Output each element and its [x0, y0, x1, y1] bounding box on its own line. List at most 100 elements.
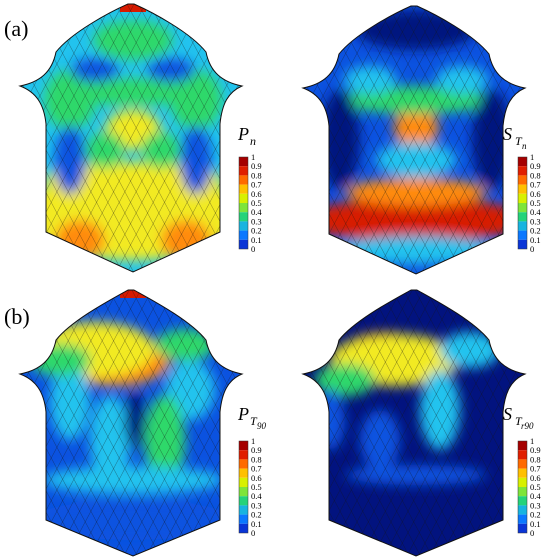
- colorbar-segment: [239, 212, 248, 222]
- colorbar-tick-label: 0.9: [251, 445, 262, 455]
- colorbar-segment: [239, 441, 248, 451]
- colorbar-frame: [238, 440, 249, 534]
- colorbar-segment: [518, 203, 527, 213]
- colorbar-segment: [239, 487, 248, 497]
- label-str90: S T r90: [503, 404, 534, 431]
- colorbar-segment: [239, 523, 248, 533]
- colorbar-segment: [239, 477, 248, 487]
- svg-text:T: T: [250, 414, 258, 428]
- colorbar-tick-label: 0.5: [251, 482, 262, 492]
- colorbar-tick-label: 0.1: [251, 235, 262, 245]
- svg-text:P: P: [237, 124, 249, 144]
- colorbar-tick-label: 0.6: [251, 189, 262, 199]
- colorbar-tick-label: 0.6: [530, 473, 541, 483]
- colorbar-segment: [518, 193, 527, 203]
- colorbar-tick-label: 0.7: [251, 180, 262, 190]
- panel-label-b: (b): [4, 304, 30, 329]
- colorbar-segment: [239, 175, 248, 185]
- colorbar-tick-label: 0.5: [530, 198, 541, 208]
- colorbar-segment: [518, 441, 527, 451]
- svg-text:n: n: [250, 134, 256, 148]
- colorbar-tick-label: 0.2: [530, 226, 541, 236]
- colorbar-segment: [239, 450, 248, 460]
- colorbar-str90: 10.90.80.70.60.50.40.30.20.10: [517, 436, 541, 538]
- colorbar-tick-label: 1: [530, 152, 534, 162]
- colorbar-segment: [518, 239, 527, 249]
- colorbar-tick-label: 0.4: [251, 491, 262, 501]
- svg-text:T: T: [515, 414, 523, 428]
- shell-plot-ptr90: [20, 290, 242, 556]
- colorbar-tick-label: 0.1: [530, 235, 541, 245]
- colorbar-segment: [239, 203, 248, 213]
- colorbar-segment: [518, 157, 527, 167]
- colorbar-frame: [238, 156, 249, 250]
- label-ptr90: P T 90: [237, 404, 267, 431]
- colorbar-segment: [518, 468, 527, 478]
- svg-text:90: 90: [257, 421, 267, 431]
- colorbar-tick-label: 0: [251, 244, 255, 254]
- colorbar-segment: [239, 459, 248, 469]
- colorbar-tick-label: 0.9: [530, 161, 541, 171]
- colorbar-tick-label: 0.9: [251, 161, 262, 171]
- colorbar-tick-label: 0.7: [530, 464, 541, 474]
- colorbar-segment: [518, 212, 527, 222]
- colorbar-tick-label: 0.5: [530, 482, 541, 492]
- colorbar-segment: [239, 514, 248, 524]
- colorbar-tick-label: 0.3: [251, 216, 262, 226]
- colorbar-frame: [517, 440, 528, 534]
- colorbar-tick-label: 0.3: [530, 500, 541, 510]
- colorbar-segment: [239, 230, 248, 240]
- colorbar-tick-label: 1: [251, 152, 255, 162]
- colorbar-tick-label: 0.9: [530, 445, 541, 455]
- colorbar-segment: [239, 166, 248, 176]
- colorbar-segment: [518, 514, 527, 524]
- colorbar-segment: [518, 166, 527, 176]
- svg-text:n: n: [522, 141, 527, 151]
- colorbar-segment: [239, 157, 248, 167]
- svg-text:S: S: [503, 404, 512, 424]
- colorbar-segment: [518, 459, 527, 469]
- colorbar-tick-label: 0.4: [530, 207, 541, 217]
- colorbar-tick-label: 0.7: [251, 464, 262, 474]
- panel-label-a: (a): [4, 16, 28, 41]
- colorbar-segment: [518, 450, 527, 460]
- svg-text:T: T: [515, 134, 523, 148]
- colorbar-segment: [518, 184, 527, 194]
- colorbar-tick-label: 0: [530, 244, 534, 254]
- colorbar-ptr90: 10.90.80.70.60.50.40.30.20.10: [238, 436, 262, 538]
- colorbar-segment: [518, 505, 527, 515]
- colorbar-segment: [518, 477, 527, 487]
- colorbar-tick-label: 0.6: [530, 189, 541, 199]
- colorbar-tick-label: 0.2: [251, 226, 262, 236]
- colorbar-pn: 10.90.80.70.60.50.40.30.20.10: [238, 152, 262, 254]
- colorbar-segment: [518, 221, 527, 231]
- colorbar-segment: [239, 239, 248, 249]
- colorbar-segment: [239, 184, 248, 194]
- svg-text:P: P: [237, 404, 249, 424]
- colorbar-tick-label: 0.8: [251, 170, 262, 180]
- colorbar-frame: [517, 156, 528, 250]
- colorbar-tick-label: 0.8: [530, 170, 541, 180]
- colorbar-tick-label: 1: [251, 436, 255, 446]
- colorbar-segment: [239, 221, 248, 231]
- colorbar-segment: [239, 193, 248, 203]
- label-stn: S T n: [503, 124, 527, 151]
- colorbar-segment: [239, 496, 248, 506]
- colorbar-segment: [518, 496, 527, 506]
- svg-text:S: S: [503, 124, 512, 144]
- colorbar-tick-label: 0.8: [530, 454, 541, 464]
- label-pn: P n: [237, 124, 256, 148]
- colorbar-segment: [518, 230, 527, 240]
- colorbar-tick-label: 0: [530, 528, 534, 538]
- colorbar-tick-label: 0.7: [530, 180, 541, 190]
- colorbar-tick-label: 0.3: [530, 216, 541, 226]
- colorbar-tick-label: 1: [530, 436, 534, 446]
- colorbar-segment: [239, 505, 248, 515]
- colorbar-tick-label: 0.4: [530, 491, 541, 501]
- colorbar-tick-label: 0: [251, 528, 255, 538]
- colorbar-tick-label: 0.4: [251, 207, 262, 217]
- colorbar-segment: [239, 468, 248, 478]
- colorbar-tick-label: 0.8: [251, 454, 262, 464]
- shell-plot-pn: [20, 4, 242, 272]
